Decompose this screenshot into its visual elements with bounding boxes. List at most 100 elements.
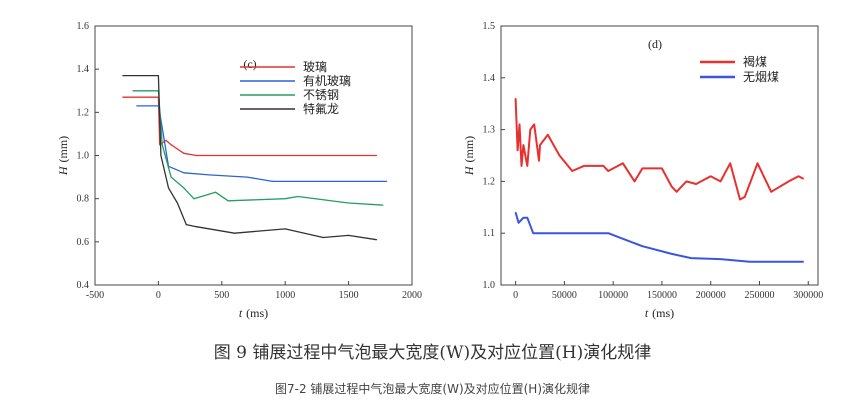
- data-point-1: [671, 253, 673, 255]
- y-tick-label: 0.4: [77, 280, 90, 291]
- data-point-0: [538, 160, 540, 162]
- figure-charts: -500 0 500 1000 1500 2000 0.4 0.6 0.8 1.0 1.2 1.4 1.…: [56, 21, 823, 320]
- data-point-3: [185, 223, 187, 226]
- data-point-1: [573, 232, 575, 234]
- data-point-2: [284, 198, 286, 200]
- data-point-2: [297, 195, 299, 198]
- legend-label: 不锈钢: [303, 88, 339, 102]
- x-tick-label: 250000: [744, 290, 774, 301]
- data-point-1: [749, 261, 751, 263]
- x-tick-label: 1500: [339, 290, 359, 301]
- data-point-3: [259, 230, 261, 232]
- data-point-0: [516, 149, 519, 151]
- x-axis-var: t: [239, 306, 243, 320]
- y-tick-label: 1.3: [483, 125, 496, 136]
- x-axis-label: t (ms): [239, 306, 268, 320]
- data-point-0: [583, 165, 585, 167]
- data-point-0: [756, 162, 759, 164]
- y-tick-label: 1.4: [483, 73, 496, 84]
- plot-frame: [500, 25, 819, 286]
- data-point-0: [526, 165, 528, 167]
- data-point-0: [710, 175, 712, 177]
- x-axis-unit: (ms): [246, 306, 268, 320]
- data-point-0: [170, 144, 172, 146]
- data-point-0: [195, 154, 198, 157]
- data-point-0: [520, 165, 523, 167]
- legend-label: 特氟龙: [303, 101, 339, 116]
- data-point-0: [695, 183, 697, 185]
- y-tick-label: 1.2: [77, 107, 90, 118]
- figure-caption-main: 图 9 铺展过程中气泡最大宽度(W)及对应位置(H)演化规律: [213, 343, 652, 363]
- data-point-1: [719, 258, 722, 260]
- y-tick-label: 0.6: [77, 237, 90, 248]
- data-point-2: [382, 204, 384, 206]
- data-point-1: [183, 172, 185, 174]
- data-point-0: [176, 148, 179, 150]
- data-point-3: [160, 154, 162, 157]
- y-tick-label: 1.4: [77, 64, 90, 75]
- y-tick-label: 0.8: [77, 194, 90, 205]
- data-point-2: [214, 191, 217, 193]
- data-point-0: [641, 167, 644, 170]
- data-point-1: [515, 211, 517, 214]
- data-point-3: [348, 234, 350, 236]
- data-point-0: [539, 144, 541, 146]
- data-point-2: [348, 202, 350, 204]
- data-point-0: [719, 180, 722, 182]
- data-point-1: [607, 232, 609, 234]
- data-point-0: [634, 180, 636, 182]
- x-axis-label: t (ms): [645, 306, 674, 320]
- data-point-0: [675, 191, 678, 193]
- data-point-2: [193, 198, 195, 200]
- data-point-2: [183, 187, 185, 189]
- data-point-0: [522, 144, 525, 146]
- y-tick-label: 1.2: [483, 176, 496, 187]
- data-point-0: [547, 134, 549, 136]
- legend-label: 无烟煤: [743, 70, 779, 84]
- panel-label: (c): [243, 57, 256, 71]
- data-point-1: [690, 257, 692, 259]
- data-point-0: [729, 162, 731, 164]
- legend-label: 玻璃: [303, 60, 327, 74]
- y-axis-var: H: [462, 165, 476, 176]
- data-point-0: [797, 175, 800, 177]
- data-point-0: [375, 154, 378, 157]
- data-point-0: [802, 178, 804, 180]
- y-axis-label: H (mm): [56, 136, 70, 176]
- y-tick-label: 1.0: [483, 280, 496, 291]
- y-axis-unit: (mm): [56, 136, 70, 163]
- data-point-0: [571, 170, 573, 172]
- y-tick-label: 1.0: [77, 151, 90, 162]
- data-point-0: [607, 170, 609, 172]
- x-tick-label: 1000: [275, 290, 295, 301]
- x-tick-label: 2000: [402, 290, 422, 301]
- data-point-3: [195, 226, 198, 228]
- series-line-1: [136, 105, 387, 183]
- x-tick-label: -500: [86, 290, 104, 301]
- series-line-1: [514, 212, 804, 263]
- data-point-1: [532, 232, 534, 234]
- panel-label: (d): [648, 37, 662, 51]
- data-point-0: [518, 123, 521, 126]
- y-tick-label: 1.5: [483, 21, 496, 32]
- data-point-1: [246, 176, 248, 178]
- x-tick-label: 0: [156, 290, 161, 301]
- y-tick-label: 1.6: [77, 21, 90, 32]
- figure-caption-sub: 图7-2 铺展过程中气泡最大宽度(W)及对应位置(H)演化规律: [274, 382, 591, 396]
- x-axis-var: t: [645, 306, 649, 320]
- data-point-0: [685, 180, 687, 182]
- y-tick-label: 1.1: [483, 228, 496, 239]
- data-point-1: [208, 174, 210, 176]
- data-point-2: [227, 200, 229, 202]
- data-point-0: [739, 198, 741, 201]
- data-point-2: [161, 144, 163, 146]
- data-point-0: [183, 152, 185, 154]
- data-point-0: [533, 123, 535, 126]
- data-point-0: [622, 162, 624, 164]
- data-point-0: [558, 154, 561, 157]
- data-point-1: [136, 105, 138, 107]
- data-point-1: [522, 217, 525, 219]
- data-point-0: [744, 196, 746, 198]
- x-tick-label: 200000: [696, 290, 726, 301]
- data-point-3: [167, 187, 170, 189]
